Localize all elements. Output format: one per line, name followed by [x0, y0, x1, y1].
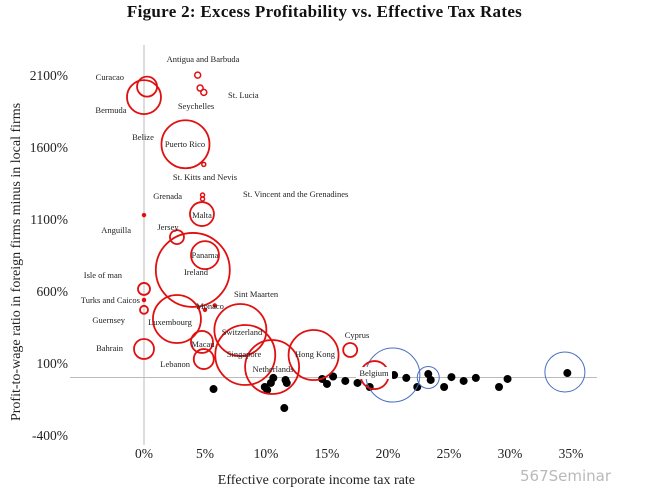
- country-label: Turks and Caicos: [81, 295, 140, 305]
- country-point: [426, 375, 435, 384]
- tax-haven-bubble: [202, 307, 208, 313]
- tax-haven-bubble: [200, 88, 208, 97]
- tax-haven-bubble: [193, 71, 202, 79]
- tax-haven-bubble: [190, 330, 214, 354]
- tax-haven-bubble: [212, 303, 218, 308]
- country-label: Bermuda: [95, 105, 126, 115]
- tax-haven-bubble: [152, 294, 202, 344]
- country-label: Macau: [191, 339, 215, 349]
- country-point: [269, 373, 278, 382]
- y-tick-label: 100%: [37, 356, 69, 371]
- x-tick-label: 0%: [135, 446, 153, 461]
- country-label: Seychelles: [178, 101, 214, 111]
- x-axis-label: Effective corporate income tax rate: [218, 473, 415, 488]
- tax-haven-bubble: [133, 338, 155, 360]
- tax-haven-bubble: [169, 229, 185, 246]
- country-point: [353, 378, 362, 387]
- country-label: Puerto Rico: [165, 139, 205, 149]
- country-label: Singapore: [227, 349, 262, 359]
- tax-haven-bubble: [192, 348, 215, 370]
- country-point: [209, 385, 218, 394]
- country-point: [447, 373, 456, 382]
- tax-haven-bubble: [141, 297, 147, 303]
- country-label: Malta: [192, 210, 212, 220]
- x-tick-label: 15%: [315, 446, 340, 461]
- tax-haven-bubble: [190, 240, 220, 271]
- x-tick-label: 10%: [254, 446, 279, 461]
- country-label: Grenada: [153, 191, 182, 201]
- tax-haven-bubble: [196, 84, 204, 92]
- tax-haven-bubble: [342, 342, 359, 358]
- country-point: [495, 383, 504, 392]
- country-label: Cyprus: [345, 330, 370, 340]
- country-point: [459, 376, 468, 385]
- country-label: Bahrain: [96, 343, 124, 353]
- tax-haven-bubble: [287, 329, 340, 381]
- country-label: St. Kitts and Nevis: [173, 172, 237, 182]
- x-tick-label: 35%: [559, 446, 584, 461]
- tax-haven-bubble: [137, 282, 151, 296]
- country-point: [341, 376, 350, 385]
- country-point: [563, 369, 572, 378]
- country-point: [280, 404, 289, 413]
- x-tick-label: 5%: [196, 446, 214, 461]
- x-tick-label: 30%: [498, 446, 523, 461]
- country-point: [440, 383, 449, 392]
- country-label: Ireland: [184, 267, 209, 277]
- country-point: [263, 386, 272, 395]
- tax-haven-bubble: [126, 79, 162, 116]
- chart-title: Figure 2: Excess Profitability vs. Effec…: [126, 2, 523, 21]
- y-tick-label: 2100%: [30, 68, 68, 83]
- country-label: Jersey: [157, 222, 179, 232]
- tax-haven-bubble: [214, 324, 277, 386]
- country-label: Switzerland: [222, 327, 263, 337]
- country-label: Belize: [132, 132, 154, 142]
- country-label: Belgium: [359, 368, 389, 378]
- country-point: [503, 374, 512, 383]
- country-point: [390, 371, 399, 380]
- x-tick-label: 25%: [437, 446, 462, 461]
- large-economy-bubble: [544, 351, 586, 393]
- country-label: St. Vincent and the Grenadines: [243, 189, 348, 199]
- country-label: Luxembourg: [148, 317, 193, 327]
- y-axis-label: Profit-to-wage ratio in foreign firms mi…: [9, 103, 24, 421]
- country-label: Curacao: [96, 72, 124, 82]
- country-label: Anguilla: [101, 225, 131, 235]
- y-tick-label: -400%: [32, 428, 68, 443]
- country-point: [282, 378, 291, 387]
- tax-haven-bubble: [199, 192, 206, 198]
- country-point: [323, 379, 331, 388]
- tax-haven-bubble: [201, 161, 207, 168]
- country-label: Antigua and Barbuda: [167, 54, 240, 64]
- tax-haven-bubble: [189, 201, 215, 227]
- country-point: [471, 373, 480, 382]
- tax-haven-bubble: [244, 339, 301, 395]
- country-label: Monaco: [196, 301, 224, 311]
- tax-haven-bubble: [139, 304, 149, 315]
- tax-haven-bubble: [141, 212, 147, 218]
- y-tick-label: 1100%: [30, 212, 68, 227]
- x-tick-label: 20%: [376, 446, 401, 461]
- tax-haven-bubble: [160, 119, 211, 170]
- tax-haven-bubble: [154, 232, 231, 308]
- country-point: [402, 373, 411, 382]
- country-label: Netherlands: [252, 364, 293, 374]
- country-label: Sint Maarten: [234, 289, 279, 299]
- y-tick-label: 600%: [37, 284, 69, 299]
- country-label: Isle of man: [84, 270, 123, 280]
- country-label: Panama: [192, 250, 219, 260]
- watermark: 567Seminar: [520, 467, 612, 485]
- country-label: Lebanon: [160, 359, 190, 369]
- country-label: Hong Kong: [295, 349, 336, 359]
- country-label: St. Lucia: [228, 90, 259, 100]
- large-economy-bubble: [416, 366, 440, 389]
- tax-haven-bubble: [213, 303, 268, 357]
- y-tick-label: 1600%: [30, 140, 68, 155]
- label-background: [356, 367, 392, 379]
- country-point: [329, 372, 338, 381]
- country-label: Guernsey: [92, 315, 125, 325]
